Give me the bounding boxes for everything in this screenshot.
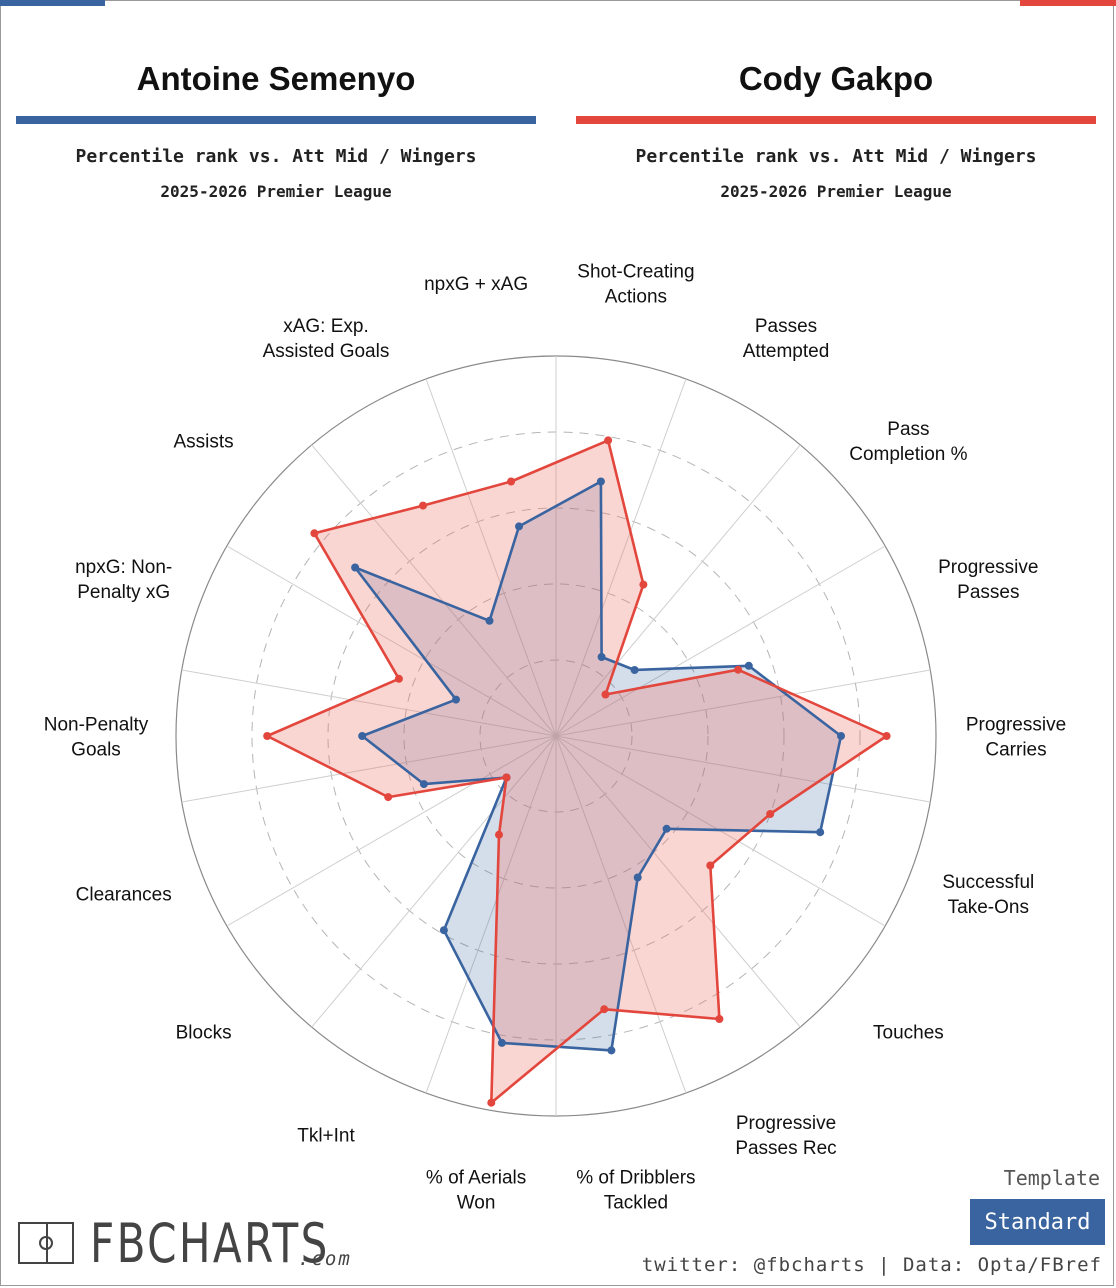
radar-spoke (555, 669, 931, 737)
player2-season: 2025-2026 Premier League (720, 182, 952, 201)
axis-label: Pass Completion % (849, 419, 967, 465)
axis-label: % of Dribblers Tackled (576, 1168, 695, 1214)
series-point-1 (630, 666, 639, 674)
axis-label: Blocks (176, 1023, 232, 1044)
series-point-2 (384, 793, 393, 802)
series-point-1 (452, 695, 460, 704)
series-point-2 (487, 1098, 496, 1107)
series-area-1 (355, 481, 841, 1051)
radar-spoke (555, 378, 687, 737)
radar-spoke (555, 735, 687, 1094)
pitch-logo-icon (18, 1222, 74, 1264)
series-point-2 (766, 810, 775, 818)
axis-label: Progressive Carries (966, 715, 1066, 761)
radar-grid-ring (403, 583, 709, 889)
series-point-1 (515, 522, 523, 531)
player1-top-accent (0, 0, 105, 6)
series-point-2 (310, 529, 319, 538)
series-point-2 (419, 501, 427, 510)
series-area-2 (267, 440, 887, 1103)
axis-label: npxG + xAG (424, 274, 528, 295)
axis-label: Clearances (76, 884, 172, 905)
radar-spoke (555, 545, 886, 737)
series-point-2 (600, 1005, 609, 1014)
series-point-1 (597, 653, 606, 661)
radar-spoke (181, 669, 557, 737)
player2-name: Cody Gakpo (738, 60, 934, 97)
radar-spoke (555, 444, 801, 737)
axis-label: Successful Take-Ons (942, 872, 1034, 918)
player2-subtitle: Percentile rank vs. Att Mid / Wingers (635, 146, 1037, 167)
series-point-2 (715, 1015, 724, 1023)
axis-label: Shot-Creating Actions (577, 262, 694, 308)
radar-spoke (425, 378, 557, 737)
series-point-1 (607, 1046, 616, 1055)
radar-spoke (226, 545, 557, 737)
axis-label: Non-Penalty Goals (44, 715, 149, 761)
series-point-2 (394, 674, 403, 683)
series-point-1 (497, 1038, 506, 1047)
series-point-1 (662, 824, 671, 833)
player1-name: Antoine Semenyo (136, 60, 416, 97)
radar-spoke (425, 735, 557, 1094)
player2-underline (576, 116, 1096, 124)
series-point-2 (734, 665, 743, 674)
radar-spoke (555, 735, 931, 803)
series-point-1 (358, 732, 367, 740)
series-point-1 (633, 873, 642, 882)
axis-label: Tkl+Int (297, 1125, 355, 1146)
series-point-2 (706, 861, 715, 870)
axis-label: Passes Attempted (743, 316, 830, 362)
player2-top-accent (1020, 0, 1116, 6)
series-point-1 (419, 780, 428, 789)
radar-spoke (181, 735, 557, 803)
series-point-2 (639, 580, 648, 589)
radar-spoke (311, 735, 557, 1028)
series-point-1 (485, 616, 494, 625)
player1-underline (16, 116, 536, 124)
series-point-2 (882, 732, 891, 740)
template-standard-button[interactable]: Standard (970, 1199, 1105, 1245)
series-point-2 (601, 690, 610, 699)
radar-spoke (555, 735, 801, 1028)
axis-label: Progressive Passes (938, 557, 1038, 603)
radar-spoke (311, 444, 557, 737)
axis-label: Progressive Passes Rec (735, 1113, 836, 1159)
data-credits: twitter: @fbcharts | Data: Opta/FBref (641, 1254, 1102, 1276)
player1-season: 2025-2026 Premier League (160, 182, 392, 201)
series-point-2 (263, 732, 272, 740)
series-point-2 (604, 436, 613, 445)
series-point-2 (502, 773, 511, 782)
series-point-2 (495, 830, 503, 839)
axis-label: % of Aerials Won (426, 1168, 526, 1214)
series-point-1 (837, 732, 845, 740)
template-label: Template (1003, 1166, 1100, 1190)
axis-label: xAG: Exp. Assisted Goals (263, 316, 390, 362)
series-point-1 (816, 828, 825, 837)
fbcharts-logo-suffix: .com (298, 1248, 352, 1270)
series-point-2 (507, 477, 516, 486)
player1-subtitle: Percentile rank vs. Att Mid / Wingers (75, 146, 477, 167)
series-point-1 (744, 661, 753, 670)
axis-label: Touches (873, 1023, 944, 1044)
series-point-1 (596, 477, 605, 486)
series-point-1 (439, 926, 448, 935)
axis-label: Assists (174, 431, 234, 452)
fbcharts-logo: FBCHARTS (90, 1212, 330, 1275)
radar-spoke (226, 735, 557, 927)
series-point-1 (351, 563, 360, 572)
axis-label: npxG: Non-Penalty xG (75, 557, 172, 603)
